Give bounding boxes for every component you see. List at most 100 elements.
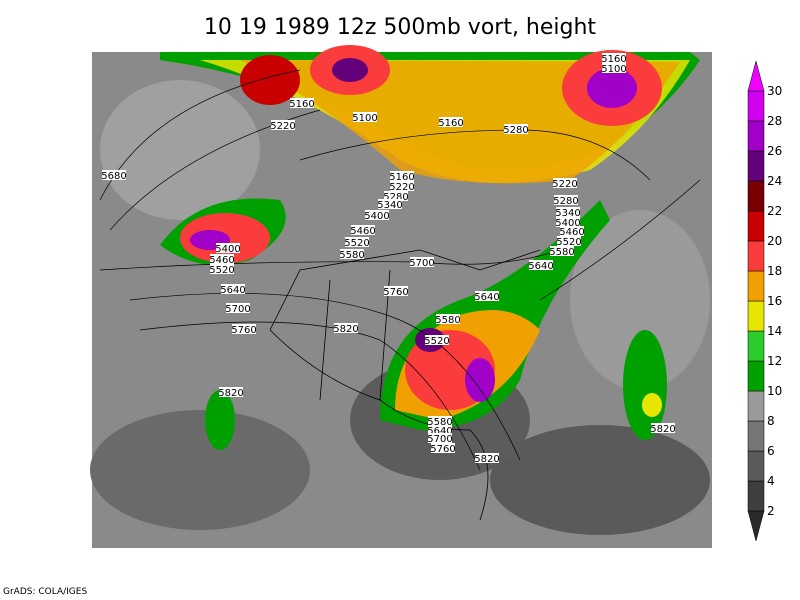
colorbar-segment (747, 480, 765, 512)
contour-label: 5460 (559, 227, 584, 238)
label-box (556, 217, 580, 227)
label-box (384, 191, 408, 201)
contour-label: 5640 (220, 285, 245, 296)
map-title: 10 19 1989 12z 500mb vort, height (204, 15, 597, 40)
contour-label: 5400 (215, 244, 240, 255)
colorbar-label: 28 (767, 114, 782, 128)
contour-label: 5520 (424, 336, 449, 347)
colorbar-segment (747, 420, 765, 452)
colorbar-label: 24 (767, 174, 782, 188)
label-box (410, 257, 434, 267)
contour-label: 5820 (333, 324, 358, 335)
label-box (425, 335, 449, 345)
label-box (271, 120, 295, 130)
contour-label: 5820 (474, 454, 499, 465)
footer: GrADS: COLA/IGES (3, 587, 87, 597)
contour-label: 5160 (389, 172, 414, 183)
label-box (345, 237, 369, 247)
colorbar-end (747, 510, 765, 542)
label-box (340, 249, 364, 259)
label-box (436, 314, 460, 324)
colorbar-segment (747, 150, 765, 182)
colorbar-segment (747, 300, 765, 332)
label-box (651, 423, 675, 433)
contour-label: 5340 (377, 200, 402, 211)
label-box (428, 433, 452, 443)
colorbar-segment (747, 270, 765, 302)
colorbar-segment (747, 120, 765, 152)
contour-label: 5520 (209, 265, 234, 276)
colorbar-label: 20 (767, 234, 782, 248)
label-box (602, 63, 626, 73)
contour-label: 5160 (601, 54, 626, 65)
map-field (90, 45, 712, 548)
contour-label: 5100 (352, 113, 377, 124)
contour-label: 5640 (474, 292, 499, 303)
contour-label: 5280 (383, 192, 408, 203)
contour-label: 5700 (409, 258, 434, 269)
contour-label: 5100 (601, 64, 626, 75)
colorbar-label: 16 (767, 294, 782, 308)
label-box (351, 225, 375, 235)
contour-label: 5700 (427, 434, 452, 445)
colorbar-label: 12 (767, 354, 782, 368)
label-box (431, 443, 455, 453)
contour-label: 5280 (553, 196, 578, 207)
contour-label: 5520 (344, 238, 369, 249)
label-box (602, 53, 626, 63)
contour-label: 5820 (650, 424, 675, 435)
label-box (560, 226, 584, 236)
label-box (504, 124, 528, 134)
contour-label: 5220 (552, 179, 577, 190)
contour-label: 5460 (350, 226, 375, 237)
colorbar-segment (747, 390, 765, 422)
contour-label: 5580 (427, 417, 452, 428)
label-box (384, 286, 408, 296)
label-box (428, 416, 452, 426)
label-box (390, 181, 414, 191)
label-box (216, 243, 240, 253)
colorbar-label: 6 (767, 444, 775, 458)
contour-label: 5220 (389, 182, 414, 193)
colorbar-segment (747, 240, 765, 272)
colorbar-label: 14 (767, 324, 782, 338)
contour-label: 5220 (270, 121, 295, 132)
label-box (334, 323, 358, 333)
label-box (475, 453, 499, 463)
colorbar-label: 22 (767, 204, 782, 218)
contour-label: 5760 (430, 444, 455, 455)
contour-label: 5580 (339, 250, 364, 261)
contour-label: 5580 (549, 247, 574, 258)
contour-label: 5760 (383, 287, 408, 298)
label-box (439, 117, 463, 127)
colorbar-label: 30 (767, 84, 782, 98)
contour-label: 5160 (438, 118, 463, 129)
contour-label: 5640 (427, 426, 452, 437)
colorbar-segment (747, 90, 765, 122)
label-box (553, 178, 577, 188)
label-box (365, 210, 389, 220)
label-box (529, 260, 553, 270)
colorbar-label: 2 (767, 504, 775, 518)
contour-label: 5400 (555, 218, 580, 229)
contour-label: 5820 (218, 388, 243, 399)
contour-label: 5340 (555, 208, 580, 219)
colorbar-label: 4 (767, 474, 775, 488)
label-box (550, 246, 574, 256)
contour-label: 5400 (364, 211, 389, 222)
label-box (102, 170, 126, 180)
label-box (221, 284, 245, 294)
colorbar-label: 26 (767, 144, 782, 158)
contour-label: 5640 (528, 261, 553, 272)
label-box (219, 387, 243, 397)
colorbar-segment (747, 180, 765, 212)
colorbar-segment (747, 330, 765, 362)
contour-label: 5160 (289, 99, 314, 110)
contour-label: 5280 (503, 125, 528, 136)
label-box (210, 254, 234, 264)
contour-label: 5520 (556, 237, 581, 248)
label-box (557, 236, 581, 246)
label-box (475, 291, 499, 301)
colorbar-segment (747, 450, 765, 482)
